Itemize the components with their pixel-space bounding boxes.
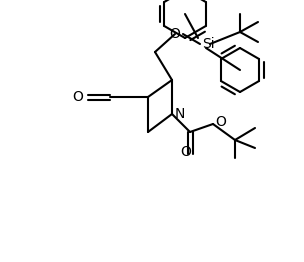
Text: N: N xyxy=(175,107,185,121)
Text: O: O xyxy=(181,145,192,159)
Text: O: O xyxy=(215,115,226,129)
Text: Si: Si xyxy=(202,37,215,51)
Text: O: O xyxy=(72,90,83,104)
Text: O: O xyxy=(170,27,181,41)
